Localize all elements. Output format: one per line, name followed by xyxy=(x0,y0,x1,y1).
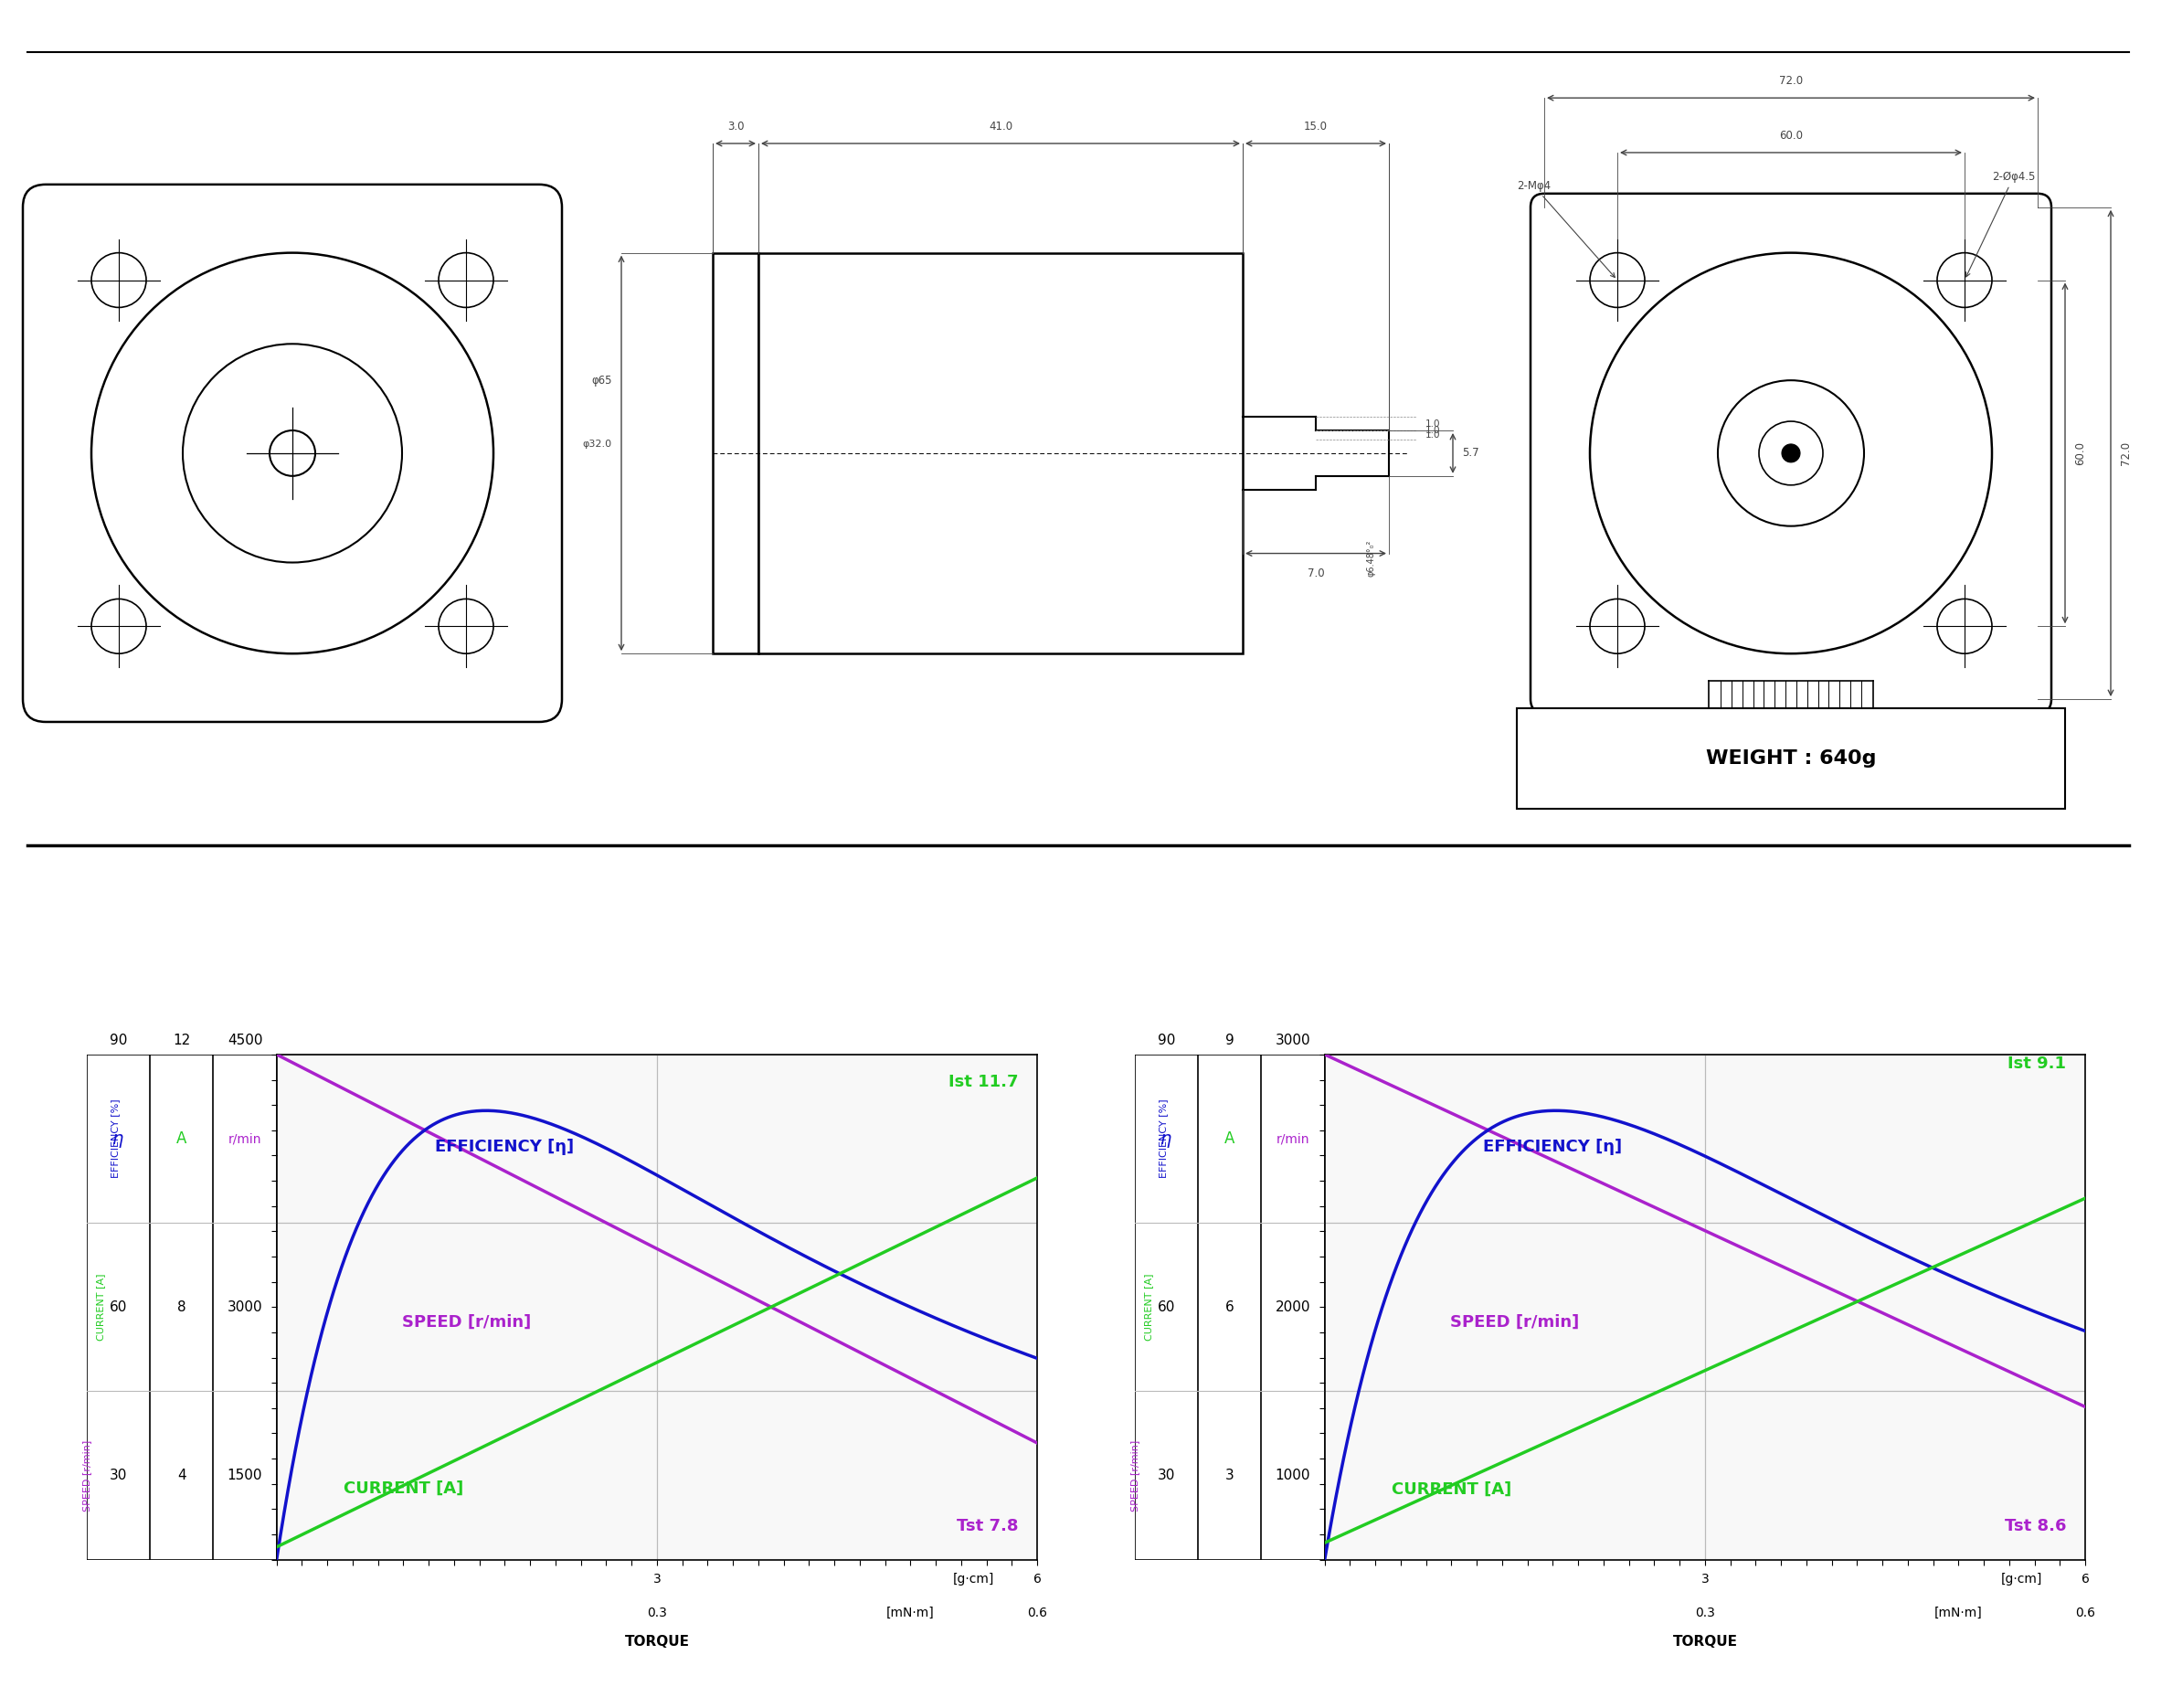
Text: 15.0: 15.0 xyxy=(1303,121,1327,133)
Text: CURRENT [A]: CURRENT [A] xyxy=(1143,1274,1154,1341)
Text: Tst 8.6: Tst 8.6 xyxy=(2005,1518,2066,1534)
Text: 4: 4 xyxy=(177,1469,186,1483)
Circle shape xyxy=(1590,253,1645,307)
Text: φ32.0: φ32.0 xyxy=(583,439,612,449)
Circle shape xyxy=(1783,444,1800,463)
Text: 6: 6 xyxy=(1225,1300,1234,1313)
Text: 60: 60 xyxy=(1158,1300,1176,1313)
Circle shape xyxy=(270,430,316,477)
Text: 0.3: 0.3 xyxy=(646,1607,668,1619)
Text: 6: 6 xyxy=(1033,1573,1042,1585)
Text: 4500: 4500 xyxy=(227,1033,261,1047)
Text: Ist 9.1: Ist 9.1 xyxy=(2008,1056,2066,1073)
Text: φ6.48°₀²: φ6.48°₀² xyxy=(1366,540,1374,577)
Text: 72.0: 72.0 xyxy=(2120,441,2131,465)
Text: 30: 30 xyxy=(110,1469,127,1483)
Circle shape xyxy=(184,343,402,562)
Text: CURRENT [A]: CURRENT [A] xyxy=(95,1274,106,1341)
Text: 1.0: 1.0 xyxy=(1426,430,1441,439)
Text: FBR6541 F: FBR6541 F xyxy=(1158,915,1327,941)
Text: 0.6: 0.6 xyxy=(1026,1607,1048,1619)
Circle shape xyxy=(1590,600,1645,654)
Text: 3: 3 xyxy=(1225,1469,1234,1483)
FancyBboxPatch shape xyxy=(24,184,562,722)
Text: 90: 90 xyxy=(1158,1033,1176,1047)
Circle shape xyxy=(1759,422,1824,485)
Text: 3: 3 xyxy=(653,1573,661,1585)
FancyBboxPatch shape xyxy=(1530,193,2051,712)
Text: SPEED [r/min]: SPEED [r/min] xyxy=(1130,1440,1139,1512)
Text: η: η xyxy=(1160,1131,1171,1148)
Text: CURRENT [A]: CURRENT [A] xyxy=(1392,1481,1511,1498)
Text: EFFICIENCY [η]: EFFICIENCY [η] xyxy=(434,1138,575,1155)
Circle shape xyxy=(439,253,493,307)
Text: 60: 60 xyxy=(110,1300,127,1313)
Text: r/min: r/min xyxy=(229,1132,261,1144)
Text: 24V: 24V xyxy=(959,915,1014,941)
Text: 3000: 3000 xyxy=(227,1300,261,1313)
Text: 2000: 2000 xyxy=(1275,1300,1310,1313)
Text: r/min: r/min xyxy=(1277,1132,1310,1144)
Text: Ist 11.7: Ist 11.7 xyxy=(949,1074,1018,1090)
Text: SPEED [r/min]: SPEED [r/min] xyxy=(402,1313,532,1331)
Circle shape xyxy=(91,253,147,307)
Text: 5.7: 5.7 xyxy=(1463,447,1478,459)
Text: [g·cm]: [g·cm] xyxy=(953,1573,994,1585)
Text: 90: 90 xyxy=(110,1033,127,1047)
Text: TORQUE: TORQUE xyxy=(1673,1635,1737,1648)
Text: [mN·m]: [mN·m] xyxy=(1934,1607,1982,1619)
FancyBboxPatch shape xyxy=(1517,709,2066,808)
Text: CURRENT [A]: CURRENT [A] xyxy=(344,1481,462,1496)
Text: TORQUE: TORQUE xyxy=(625,1635,689,1648)
Text: SPEED [r/min]: SPEED [r/min] xyxy=(1450,1313,1580,1331)
Text: FBR6541 A1: FBR6541 A1 xyxy=(110,915,300,941)
Text: η: η xyxy=(112,1131,123,1148)
Text: 8: 8 xyxy=(177,1300,186,1313)
Text: 1000: 1000 xyxy=(1275,1469,1310,1483)
Circle shape xyxy=(1936,253,1992,307)
Text: 3.0: 3.0 xyxy=(726,121,743,133)
Text: 1.0: 1.0 xyxy=(1426,418,1441,429)
Text: 7.0: 7.0 xyxy=(1307,567,1325,579)
Circle shape xyxy=(1936,600,1992,654)
Polygon shape xyxy=(713,253,759,654)
Text: 72.0: 72.0 xyxy=(1779,75,1802,87)
Text: 60.0: 60.0 xyxy=(2075,441,2085,465)
Text: 0.6: 0.6 xyxy=(2075,1607,2096,1619)
Text: WEIGHT : 640g: WEIGHT : 640g xyxy=(1705,750,1876,767)
Text: 12: 12 xyxy=(173,1033,190,1047)
Circle shape xyxy=(91,253,493,654)
Text: [mN·m]: [mN·m] xyxy=(886,1607,934,1619)
Text: EFFICIENCY [η]: EFFICIENCY [η] xyxy=(1482,1138,1623,1155)
Text: 3000: 3000 xyxy=(1275,1033,1310,1047)
Circle shape xyxy=(91,600,147,654)
Text: 3: 3 xyxy=(1701,1573,1709,1585)
Circle shape xyxy=(1718,381,1865,526)
Text: 0.3: 0.3 xyxy=(1694,1607,1716,1619)
Text: 9: 9 xyxy=(1225,1033,1234,1047)
Text: A: A xyxy=(177,1131,186,1146)
Circle shape xyxy=(1590,253,1992,654)
Text: 30: 30 xyxy=(1158,1469,1176,1483)
Text: 41.0: 41.0 xyxy=(988,121,1014,133)
Text: [g·cm]: [g·cm] xyxy=(2001,1573,2042,1585)
Text: SPEED [r/min]: SPEED [r/min] xyxy=(82,1440,91,1512)
Text: 2-Øφ4.5: 2-Øφ4.5 xyxy=(1967,171,2036,277)
Text: EFFICIENCY [%]: EFFICIENCY [%] xyxy=(110,1098,119,1179)
Text: φ65: φ65 xyxy=(592,374,612,386)
Text: A: A xyxy=(1225,1131,1234,1146)
Text: 6: 6 xyxy=(2081,1573,2090,1585)
Text: 60.0: 60.0 xyxy=(1779,130,1802,142)
Text: 1500: 1500 xyxy=(227,1469,261,1483)
Text: 24V: 24V xyxy=(2008,915,2062,941)
Polygon shape xyxy=(759,253,1243,654)
Circle shape xyxy=(439,600,493,654)
Text: EFFICIENCY [%]: EFFICIENCY [%] xyxy=(1158,1098,1167,1179)
Text: 1.0: 1.0 xyxy=(1426,425,1441,436)
Text: 2-Mφ4: 2-Mφ4 xyxy=(1517,179,1614,277)
Text: Tst 7.8: Tst 7.8 xyxy=(957,1518,1018,1534)
